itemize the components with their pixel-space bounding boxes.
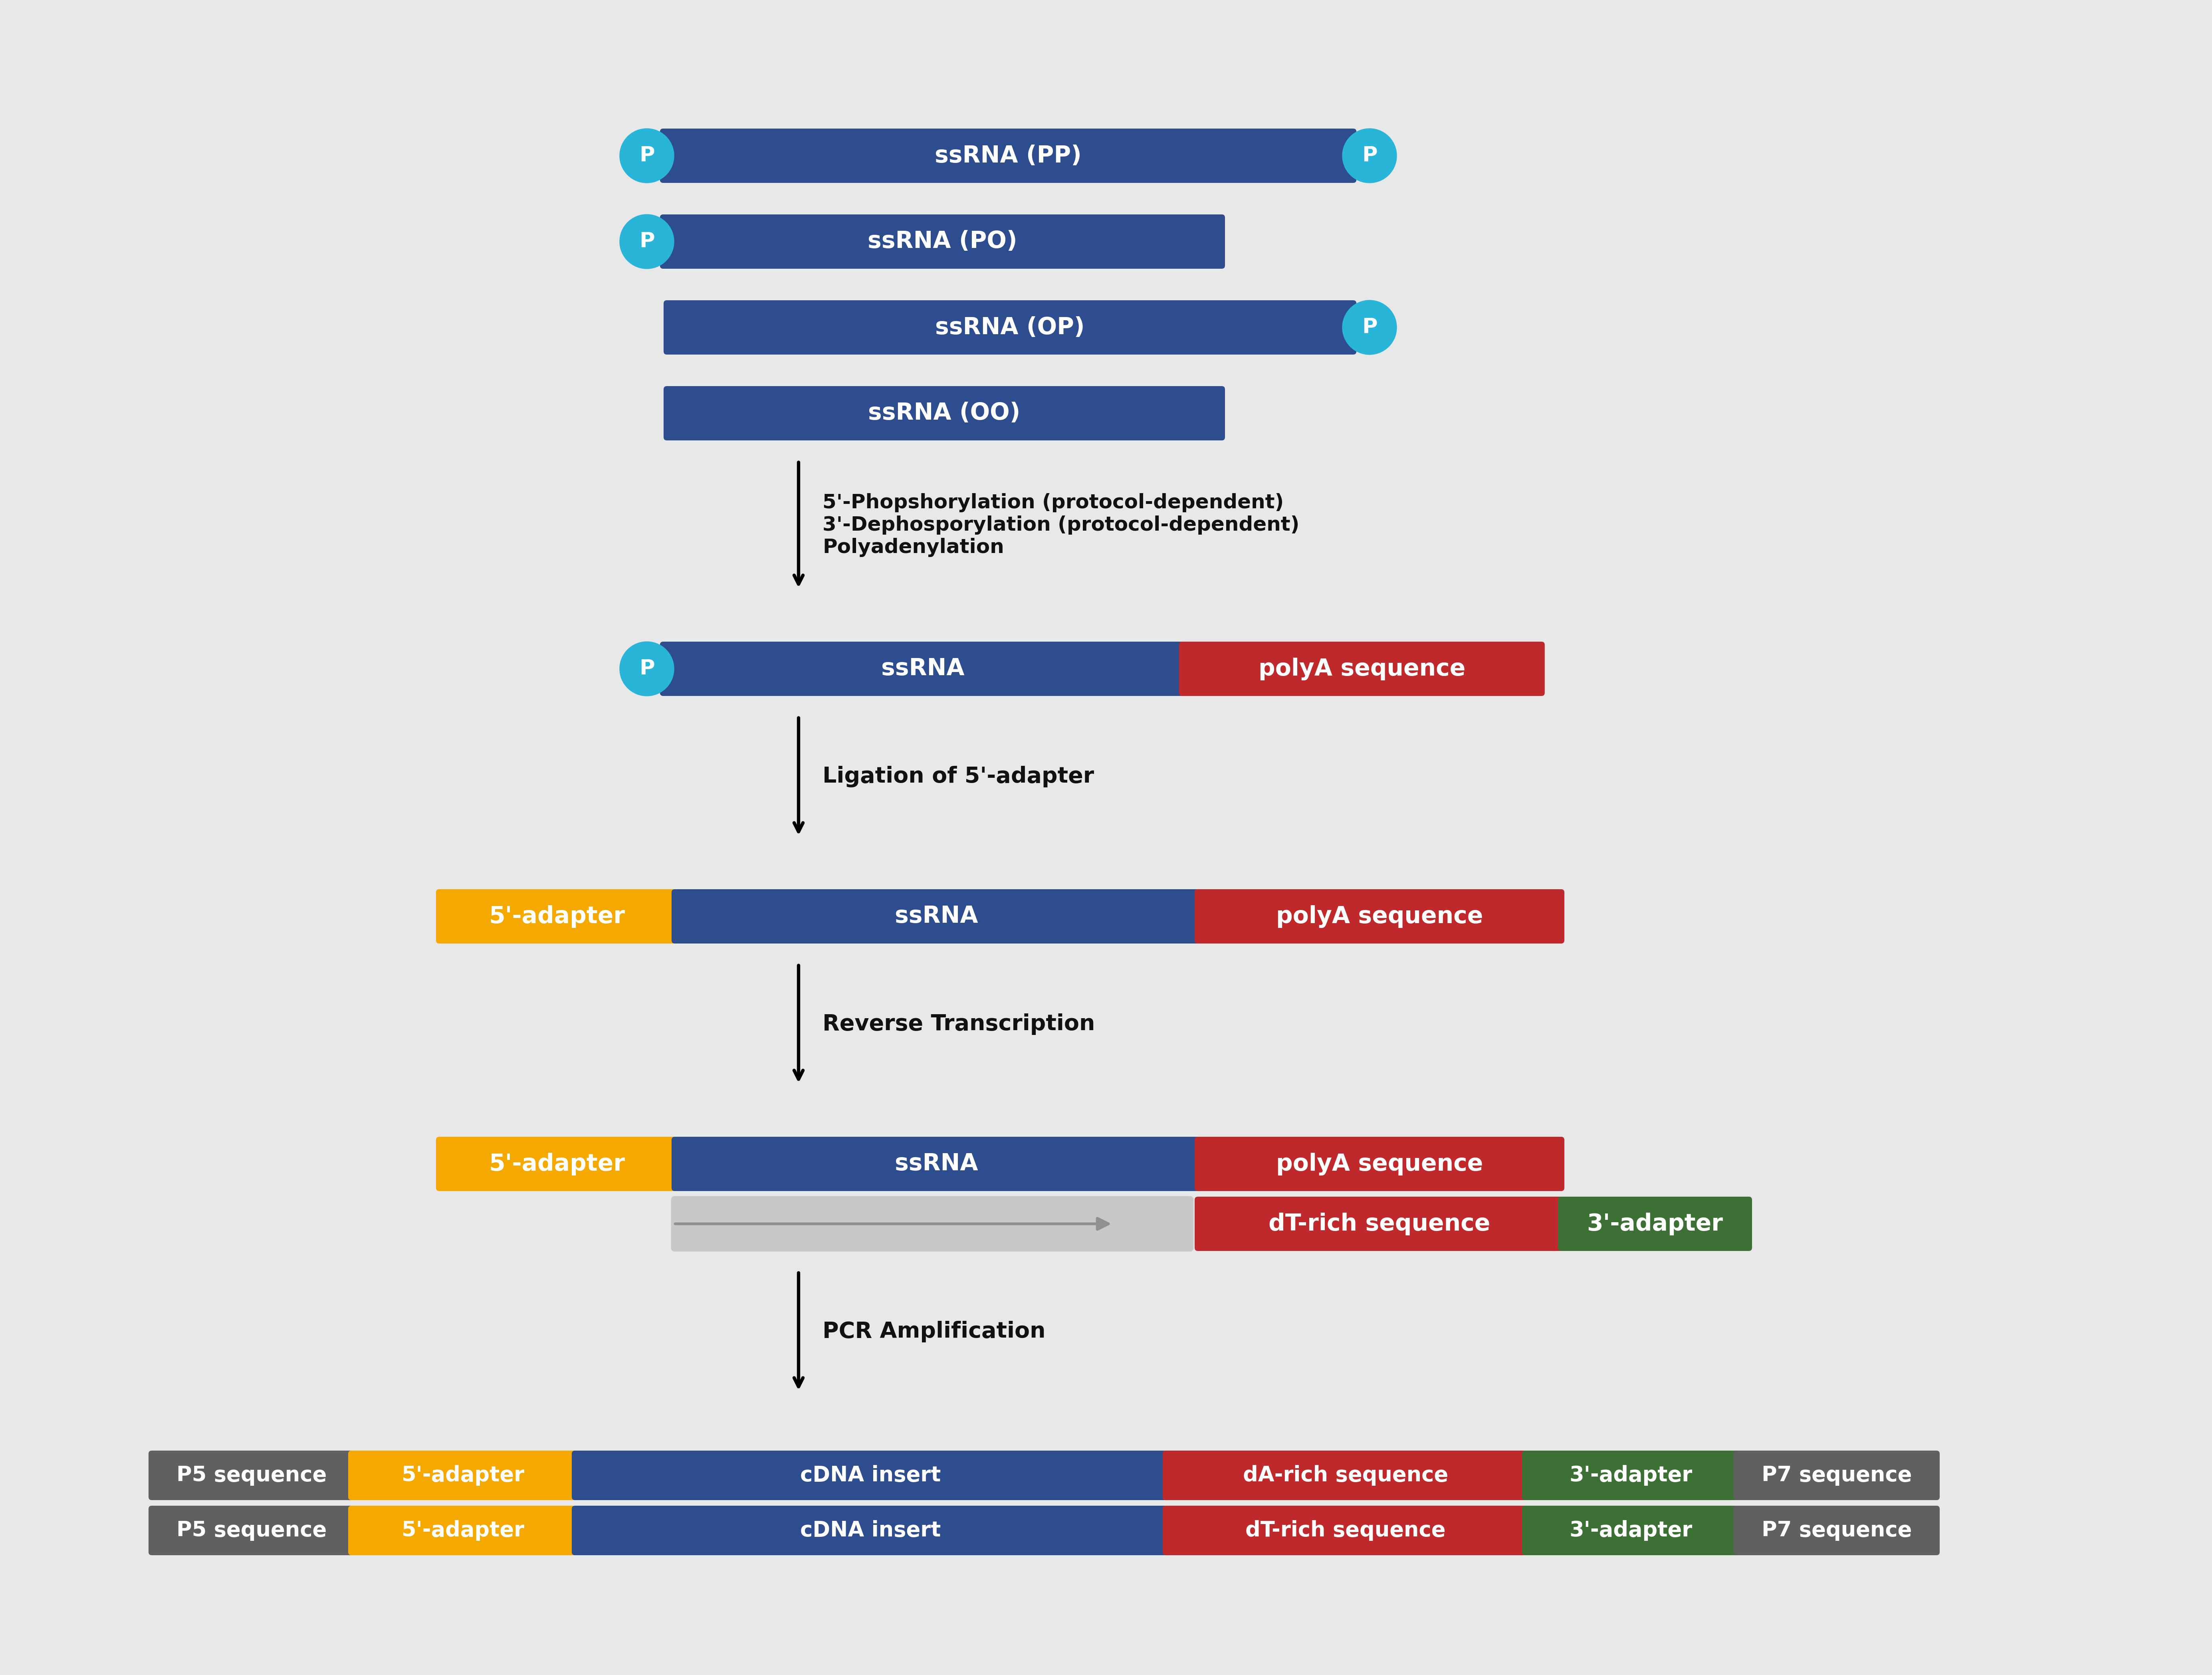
Text: P7 sequence: P7 sequence <box>1761 1466 1911 1486</box>
FancyBboxPatch shape <box>659 642 1186 695</box>
FancyBboxPatch shape <box>1557 1196 1752 1251</box>
FancyBboxPatch shape <box>1734 1506 1940 1554</box>
Text: P: P <box>639 146 655 166</box>
Circle shape <box>1343 300 1396 355</box>
Text: dT-rich sequence: dT-rich sequence <box>1245 1521 1447 1541</box>
Circle shape <box>619 214 675 268</box>
Text: polyA sequence: polyA sequence <box>1259 657 1464 680</box>
FancyBboxPatch shape <box>672 1196 1192 1251</box>
Text: dT-rich sequence: dT-rich sequence <box>1270 1213 1491 1234</box>
FancyBboxPatch shape <box>1179 642 1544 695</box>
FancyBboxPatch shape <box>659 214 1225 268</box>
Text: 3'-adapter: 3'-adapter <box>1586 1213 1723 1234</box>
Text: ssRNA (PP): ssRNA (PP) <box>936 144 1082 168</box>
Circle shape <box>619 129 675 183</box>
Text: ssRNA: ssRNA <box>894 905 978 928</box>
Text: P: P <box>1363 317 1378 338</box>
Text: P7 sequence: P7 sequence <box>1761 1521 1911 1541</box>
Text: ssRNA: ssRNA <box>880 657 964 680</box>
FancyBboxPatch shape <box>436 889 677 943</box>
Text: ssRNA (OO): ssRNA (OO) <box>867 402 1020 425</box>
Text: Reverse Transcription: Reverse Transcription <box>823 1013 1095 1035</box>
FancyBboxPatch shape <box>1194 1137 1564 1191</box>
Text: 3'-adapter: 3'-adapter <box>1571 1466 1692 1486</box>
FancyBboxPatch shape <box>1522 1506 1741 1554</box>
Text: 5'-adapter: 5'-adapter <box>489 1152 626 1176</box>
FancyBboxPatch shape <box>436 1137 677 1191</box>
FancyBboxPatch shape <box>672 1137 1201 1191</box>
Text: 5'-adapter: 5'-adapter <box>403 1521 524 1541</box>
Circle shape <box>619 642 675 695</box>
Text: polyA sequence: polyA sequence <box>1276 1152 1482 1176</box>
FancyBboxPatch shape <box>1194 889 1564 943</box>
Text: 5'-adapter: 5'-adapter <box>403 1466 524 1486</box>
Text: 3'-adapter: 3'-adapter <box>1571 1521 1692 1541</box>
FancyBboxPatch shape <box>1522 1451 1741 1501</box>
Text: ssRNA (OP): ssRNA (OP) <box>936 317 1084 338</box>
FancyBboxPatch shape <box>148 1506 354 1554</box>
Text: Ligation of 5'-adapter: Ligation of 5'-adapter <box>823 765 1095 787</box>
Text: polyA sequence: polyA sequence <box>1276 905 1482 928</box>
Text: cDNA insert: cDNA insert <box>801 1466 940 1486</box>
FancyBboxPatch shape <box>1164 1506 1528 1554</box>
Text: 5'-adapter: 5'-adapter <box>489 905 626 928</box>
FancyBboxPatch shape <box>672 889 1201 943</box>
FancyBboxPatch shape <box>664 387 1225 441</box>
Text: P: P <box>639 231 655 251</box>
Circle shape <box>1343 129 1396 183</box>
FancyBboxPatch shape <box>347 1451 577 1501</box>
Text: ssRNA (PO): ssRNA (PO) <box>867 229 1018 253</box>
Text: PCR Amplification: PCR Amplification <box>823 1322 1046 1342</box>
FancyBboxPatch shape <box>1734 1451 1940 1501</box>
Text: ssRNA: ssRNA <box>894 1152 978 1176</box>
FancyBboxPatch shape <box>571 1506 1170 1554</box>
FancyBboxPatch shape <box>571 1451 1170 1501</box>
Text: dA-rich sequence: dA-rich sequence <box>1243 1466 1449 1486</box>
FancyBboxPatch shape <box>347 1506 577 1554</box>
Text: P: P <box>1363 146 1378 166</box>
FancyBboxPatch shape <box>659 129 1356 183</box>
Text: P: P <box>639 658 655 678</box>
Text: P5 sequence: P5 sequence <box>177 1466 327 1486</box>
FancyBboxPatch shape <box>1164 1451 1528 1501</box>
FancyBboxPatch shape <box>1194 1196 1564 1251</box>
FancyBboxPatch shape <box>148 1451 354 1501</box>
Text: cDNA insert: cDNA insert <box>801 1521 940 1541</box>
FancyBboxPatch shape <box>664 300 1356 355</box>
Text: P5 sequence: P5 sequence <box>177 1521 327 1541</box>
Text: 5'-Phopshorylation (protocol-dependent)
3'-Dephosporylation (protocol-dependent): 5'-Phopshorylation (protocol-dependent) … <box>823 492 1298 556</box>
